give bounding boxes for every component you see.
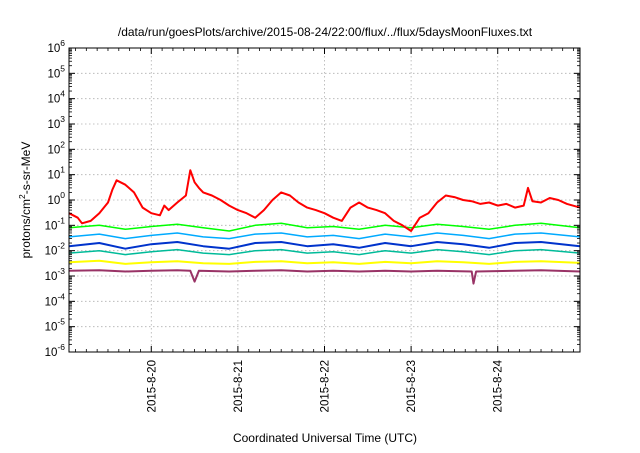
chart-title: /data/run/goesPlots/archive/2015-08-24/2…: [118, 25, 533, 39]
x-tick-label: 2015-8-23: [406, 360, 418, 412]
y-tick-label: 10-5: [45, 317, 66, 334]
y-tick-label: 10-3: [45, 266, 66, 283]
x-tick-labels: 2015-8-20 2015-8-21 2015-8-22 2015-8-23 2015…: [146, 359, 504, 412]
x-axis-label: Coordinated Universal Time (UTC): [233, 431, 417, 445]
y-axis-label: protons/cm2-s-sr-MeV: [17, 142, 33, 259]
x-tick-label: 2015-8-21: [233, 360, 245, 412]
y-tick-label: 101: [47, 165, 65, 182]
y-tick-label: 100: [47, 190, 65, 207]
y-tick-labels: 10-6 10-5 10-4 10-3 10-2 10-1 100 101 102 103 104 1…: [45, 38, 66, 359]
series-layer: [68, 169, 581, 285]
series-line: [68, 232, 581, 240]
x-tick-label: 2015-8-20: [146, 360, 158, 412]
y-tick-label: 103: [47, 114, 65, 131]
x-tick-label: 2015-8-24: [493, 359, 505, 412]
y-tick-label: 102: [47, 139, 65, 156]
grid-layer: [69, 48, 580, 352]
y-tick-label: 10-1: [45, 215, 66, 232]
y-tick-label: 10-4: [45, 291, 66, 308]
series-line: [68, 222, 581, 232]
y-tick-label: 10-6: [45, 342, 66, 359]
series-line: [68, 169, 581, 232]
series-line: [68, 248, 581, 256]
series-line: [68, 241, 581, 250]
series-line: [68, 269, 581, 285]
y-tick-label: 105: [47, 63, 65, 80]
y-tick-label: 106: [47, 38, 65, 55]
y-tick-label: 10-2: [45, 241, 66, 258]
y-tick-label: 104: [47, 89, 65, 106]
x-tick-label: 2015-8-22: [320, 360, 332, 412]
ticks-layer: [69, 47, 580, 353]
series-line: [68, 259, 581, 265]
